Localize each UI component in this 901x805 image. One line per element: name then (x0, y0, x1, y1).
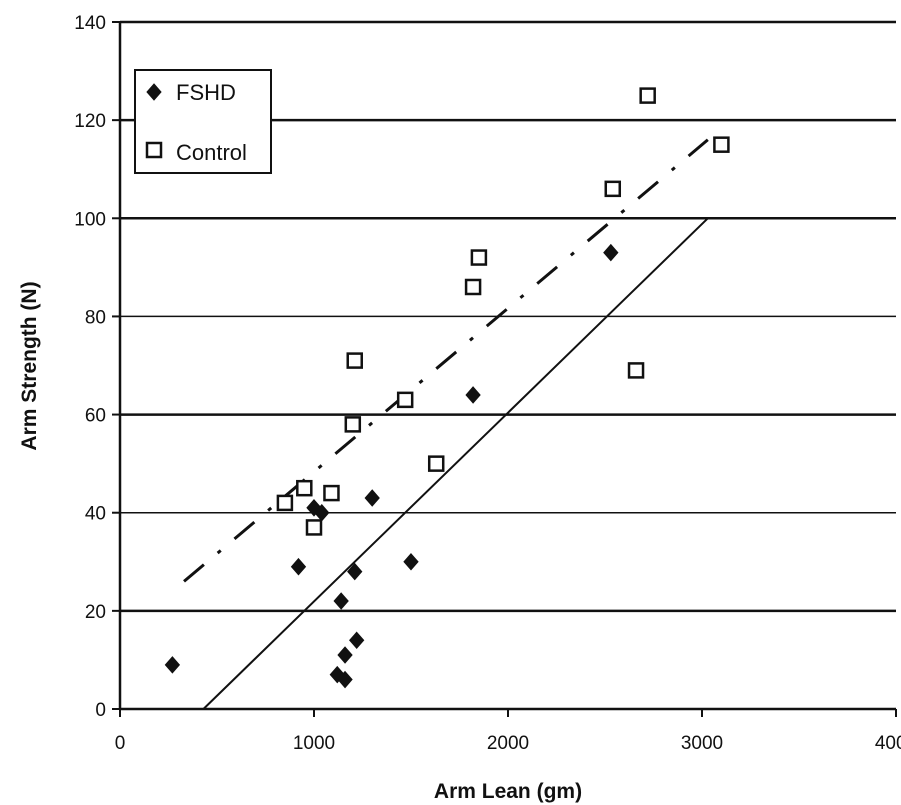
y-tick-label: 0 (95, 700, 106, 721)
point-fshd (164, 656, 181, 674)
point-control (396, 391, 414, 409)
y-axis-title: Arm Strength (N) (18, 281, 41, 450)
point-control (427, 455, 445, 472)
point-fshd (603, 243, 619, 262)
legend-diamond-icon (146, 83, 162, 101)
trendline-control (183, 138, 709, 583)
point-control (470, 249, 488, 266)
point-control (305, 519, 323, 536)
y-tick-label: 60 (85, 406, 106, 427)
y-tick-label: 140 (74, 13, 106, 34)
legend-marker-control (145, 141, 163, 159)
x-tick-label: 2000 (487, 733, 529, 754)
point-fshd (290, 557, 307, 576)
legend-label-fshd: FSHD (176, 80, 236, 105)
point-fshd (347, 562, 363, 581)
point-fshd (465, 386, 481, 404)
x-tick-label: 3000 (681, 733, 723, 754)
trendlines (183, 138, 709, 710)
legend-label-control: Control (176, 140, 247, 165)
point-control (464, 278, 482, 296)
point-fshd (337, 646, 353, 664)
legend: FSHD Control (134, 69, 272, 174)
point-fshd (364, 489, 380, 507)
legend-box (134, 69, 272, 174)
x-tick-label: 1000 (293, 733, 335, 754)
point-control (323, 484, 340, 502)
data-points (164, 87, 730, 689)
legend-square-icon (145, 141, 163, 159)
point-fshd (333, 592, 349, 610)
point-control (344, 416, 362, 433)
y-tick-label: 20 (85, 602, 106, 623)
y-tick-label: 100 (74, 209, 106, 230)
point-control (627, 362, 645, 379)
point-control (346, 352, 363, 369)
point-control (276, 494, 294, 512)
y-tick-labels: 0 20 40 60 80 100 120 140 (74, 13, 120, 721)
x-tick-label: 4000 (875, 733, 901, 754)
y-tick-label: 40 (85, 504, 106, 525)
point-control (713, 136, 730, 153)
y-tick-label: 120 (74, 111, 106, 132)
point-control (604, 180, 622, 198)
point-fshd (403, 553, 419, 571)
x-tick-label: 0 (115, 733, 126, 754)
trendline-fshd (202, 217, 709, 710)
point-control (296, 479, 313, 497)
x-tick-labels: 0 1000 2000 3000 4000 (115, 709, 901, 754)
y-tick-label: 80 (85, 307, 106, 328)
point-control (639, 87, 656, 104)
point-fshd (349, 631, 365, 650)
x-axis-title: Arm Lean (gm) (434, 780, 582, 803)
legend-marker-fshd (146, 83, 162, 101)
point-fshd (337, 670, 353, 689)
